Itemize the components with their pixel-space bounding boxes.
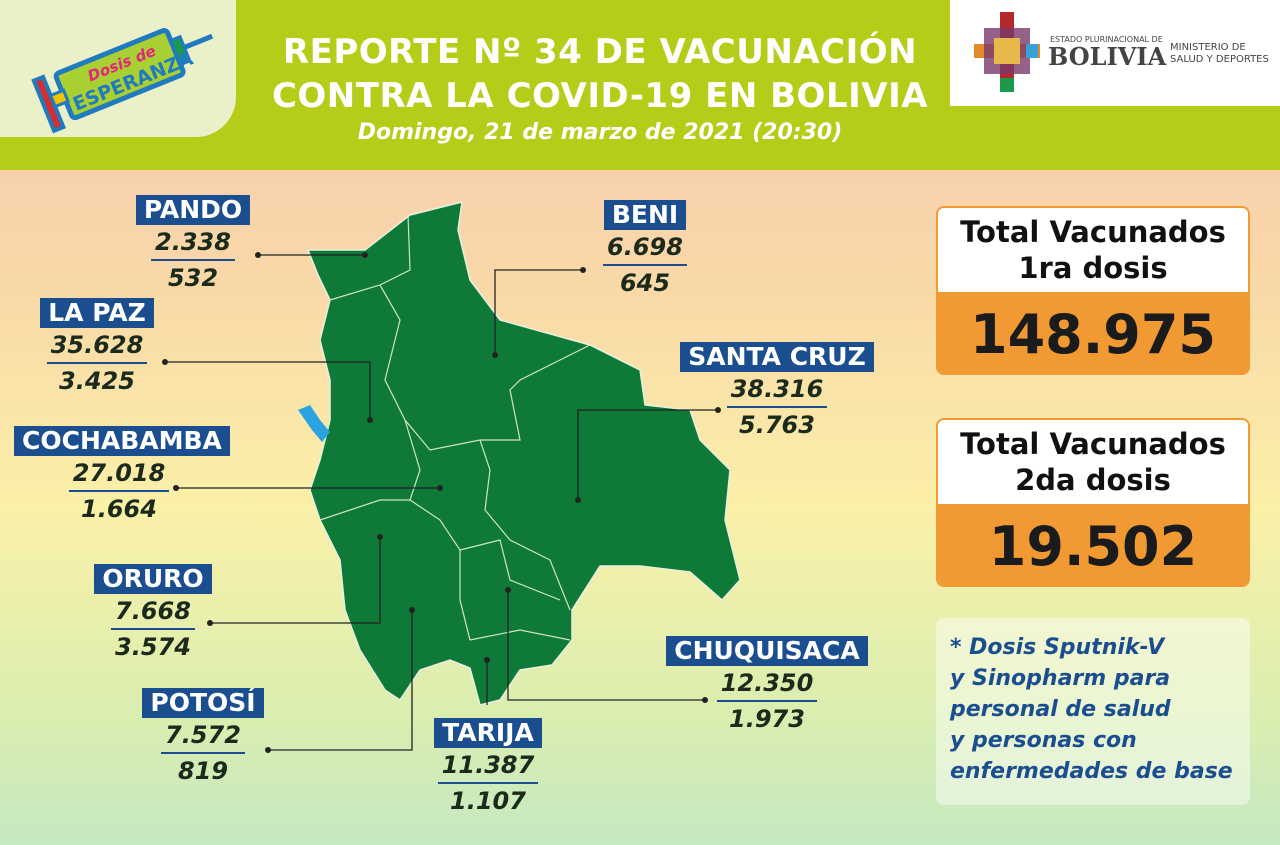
emblem-icon bbox=[974, 12, 1040, 92]
title-line-2: CONTRA LA COVID-19 EN BOLIVIA bbox=[271, 76, 929, 116]
total-second-dose-card: Total Vacunados 2da dosis 19.502 bbox=[936, 418, 1250, 587]
campaign-logo: Dosis de ESPERANZA bbox=[0, 0, 236, 137]
report-date: Domingo, 21 de marzo de 2021 (20:30) bbox=[357, 120, 843, 145]
dept-oruro: ORURO 7.668 3.574 bbox=[78, 564, 228, 664]
dept-santa-cruz: SANTA CRUZ 38.316 5.763 bbox=[672, 342, 882, 442]
dept-potosi: POTOSÍ 7.572 819 bbox=[128, 688, 278, 788]
dept-chuquisaca: CHUQUISACA 12.350 1.973 bbox=[662, 636, 872, 736]
ministry-name: MINISTERIO DE SALUD Y DEPORTES bbox=[1170, 42, 1269, 65]
total-first-dose-card: Total Vacunados 1ra dosis 148.975 bbox=[936, 206, 1250, 375]
state-label: ESTADO PLURINACIONAL DE bbox=[1050, 35, 1163, 44]
department-borders bbox=[319, 214, 591, 641]
vaccine-note: * Dosis Sputnik-V y Sinopharm para persona… bbox=[936, 618, 1250, 805]
dept-tarija: TARIJA 11.387 1.107 bbox=[413, 718, 563, 818]
country-name: BOLIVIA bbox=[1048, 42, 1167, 71]
syringe-icon: Dosis de ESPERANZA bbox=[31, 28, 214, 134]
dept-pando: PANDO 2.338 532 bbox=[118, 195, 268, 295]
total-first-dose-value: 148.975 bbox=[938, 292, 1248, 373]
title-line-1: REPORTE Nº 34 DE VACUNACIÓN bbox=[282, 32, 918, 72]
dept-la-paz: LA PAZ 35.628 3.425 bbox=[22, 298, 172, 398]
report-title: REPORTE Nº 34 DE VACUNACIÓN CONTRA LA CO… bbox=[250, 30, 950, 118]
total-second-dose-value: 19.502 bbox=[938, 504, 1248, 585]
leader-dots bbox=[162, 252, 721, 753]
dept-cochabamba: COCHABAMBA 27.018 1.664 bbox=[14, 426, 230, 526]
dept-beni: BENI 6.698 645 bbox=[570, 200, 720, 300]
bolivia-shape bbox=[306, 201, 741, 706]
leader-lines bbox=[165, 254, 718, 751]
government-logo: ESTADO PLURINACIONAL DE BOLIVIA MINISTER… bbox=[950, 0, 1280, 106]
lake-titicaca bbox=[298, 405, 330, 442]
